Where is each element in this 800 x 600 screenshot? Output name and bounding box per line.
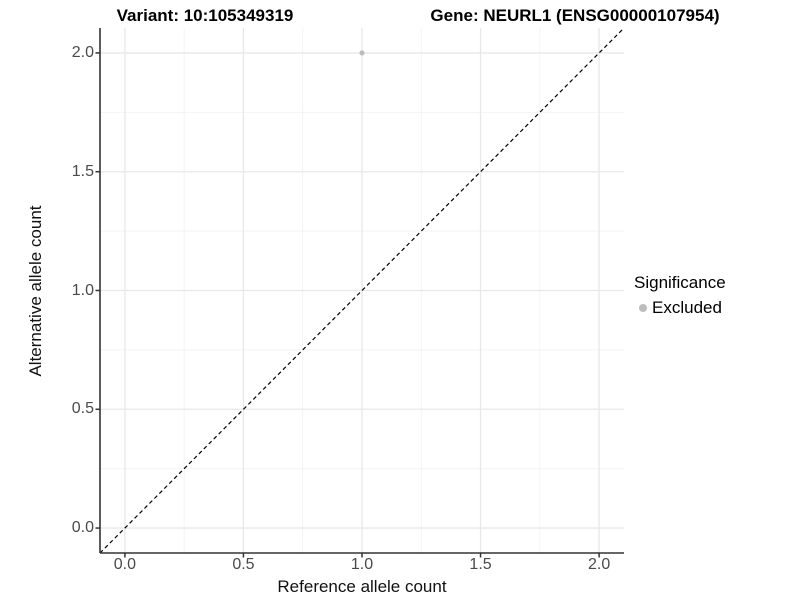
data-points [359, 50, 365, 56]
x-tick-label: 2.0 [587, 556, 611, 573]
identity-dashed-line [99, 27, 625, 554]
tick-marks [95, 52, 600, 558]
x-axis-title: Reference allele count [277, 577, 447, 596]
legend-point-icon [639, 304, 647, 312]
x-tick-label: 0.0 [113, 556, 137, 573]
identity-line [99, 27, 625, 554]
y-tick-label: 0.0 [71, 519, 94, 537]
y-tick-label: 1.5 [71, 162, 94, 180]
x-tick-label: 1.5 [469, 556, 492, 573]
x-tick-label: 0.5 [232, 556, 255, 573]
x-tick-label: 1.0 [350, 556, 374, 573]
data-point [359, 50, 365, 56]
major-gridlines [100, 28, 624, 553]
legend: Significance Excluded [634, 273, 726, 318]
legend-item-label: Excluded [652, 298, 722, 317]
y-tick-label: 0.5 [71, 400, 94, 418]
y-axis-title: Alternative allele count [26, 205, 45, 377]
y-tick-label: 2.0 [71, 43, 94, 61]
variant-title: Variant: 10:105349319 [116, 6, 294, 25]
legend-item: Excluded [634, 298, 726, 318]
legend-title: Significance [634, 273, 726, 292]
gene-title: Gene: NEURL1 (ENSG00000107954) [430, 6, 720, 25]
y-tick-label: 1.0 [71, 281, 94, 299]
